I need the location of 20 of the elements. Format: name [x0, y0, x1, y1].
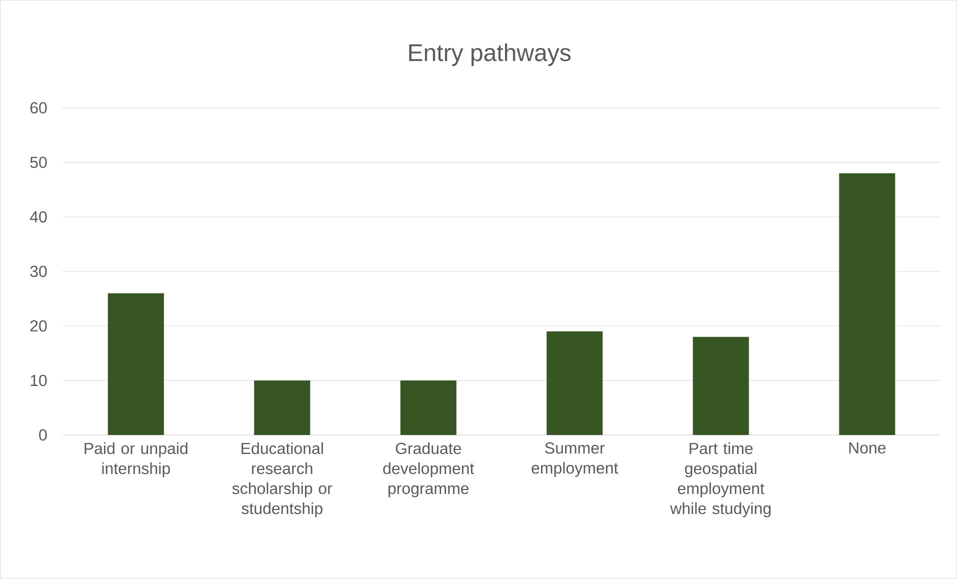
y-tick-label: 20	[30, 320, 47, 332]
x-tick-label: Part time geospatial employment while studying	[670, 442, 771, 518]
x-tick-label: Graduate development programme	[383, 442, 474, 498]
bar	[254, 380, 310, 436]
x-tick-label: Summer employment	[532, 442, 618, 477]
y-tick-label: 60	[30, 102, 47, 114]
bar	[108, 293, 164, 436]
y-tick-label: 10	[30, 374, 47, 386]
y-tick-label: 50	[30, 156, 47, 168]
x-tick-label: Paid or unpaid internship	[84, 442, 188, 478]
x-tick-label: None	[849, 442, 886, 454]
y-tick-label: 0	[39, 429, 47, 441]
y-tick-label: 40	[30, 211, 47, 223]
bar	[400, 380, 456, 436]
bar	[839, 173, 896, 436]
bar	[692, 336, 749, 436]
bar	[546, 331, 603, 436]
x-tick-label: Educational research scholarship or studentship	[232, 442, 332, 518]
y-tick-label: 30	[30, 266, 47, 278]
chart-title: Entry pathways	[409, 44, 571, 66]
